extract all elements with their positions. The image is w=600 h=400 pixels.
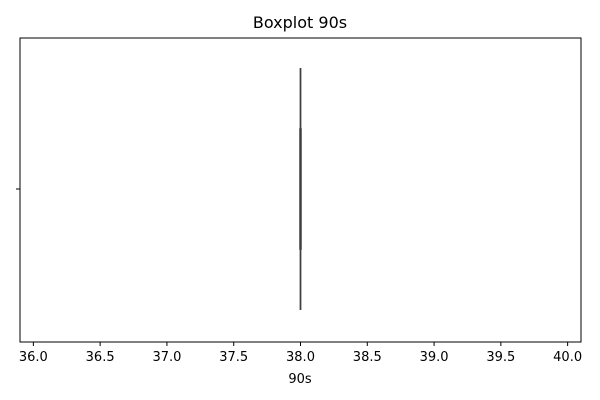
x-tick-label: 40.0	[553, 350, 582, 365]
x-tick-label: 38.5	[353, 350, 382, 365]
x-tick-label: 37.0	[152, 350, 181, 365]
chart-title: Boxplot 90s	[253, 13, 347, 32]
x-tick-label: 36.5	[86, 350, 115, 365]
x-tick-label: 38.0	[286, 350, 315, 365]
x-tick-label: 36.0	[19, 350, 48, 365]
x-tick-label: 39.0	[420, 350, 449, 365]
x-tick-label: 39.5	[486, 350, 515, 365]
box-series	[299, 68, 302, 310]
x-axis-label: 90s	[288, 372, 312, 387]
x-tick-label: 37.5	[219, 350, 248, 365]
x-axis: 36.0 36.5 37.0 37.5 38.0 38.5 39.0 39.5 40.0	[19, 342, 582, 365]
